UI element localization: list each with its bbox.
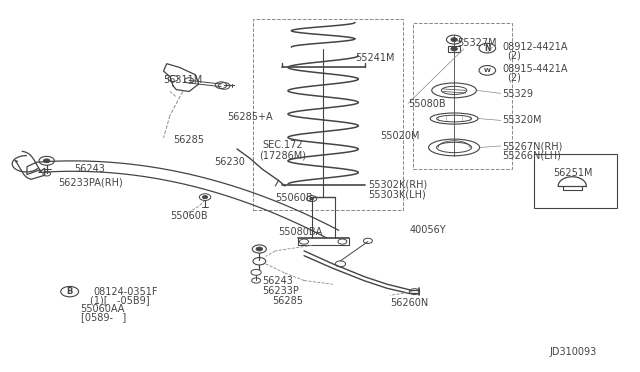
- Text: 55266N(LH): 55266N(LH): [502, 150, 561, 160]
- Text: 55267N(RH): 55267N(RH): [502, 141, 563, 151]
- Text: 56233P: 56233P: [262, 286, 300, 295]
- Bar: [253, 19, 403, 210]
- Text: SEC.172: SEC.172: [262, 140, 303, 150]
- Text: 56230: 56230: [214, 157, 246, 167]
- Text: (17286M): (17286M): [259, 150, 307, 160]
- Bar: [413, 23, 511, 169]
- Text: JD310093: JD310093: [550, 347, 597, 357]
- Text: 08124-0351F: 08124-0351F: [93, 286, 158, 296]
- Text: (1)[   -05B9]: (1)[ -05B9]: [90, 295, 150, 305]
- Text: (2): (2): [507, 72, 521, 82]
- Text: N: N: [484, 44, 491, 52]
- Circle shape: [44, 159, 50, 163]
- Text: 56260N: 56260N: [390, 298, 429, 308]
- Bar: [534, 154, 617, 208]
- Text: 55320M: 55320M: [502, 115, 541, 125]
- Text: 55080BA: 55080BA: [278, 227, 323, 237]
- Text: 55060B: 55060B: [275, 193, 313, 203]
- Text: 55080B: 55080B: [408, 99, 445, 109]
- Text: 55060B: 55060B: [170, 211, 207, 221]
- Circle shape: [451, 47, 458, 51]
- Circle shape: [451, 38, 458, 41]
- Text: (2): (2): [507, 50, 521, 60]
- Text: 40056Y: 40056Y: [410, 225, 446, 235]
- Text: 55020M: 55020M: [381, 131, 420, 141]
- Text: 55327M: 55327M: [458, 38, 497, 48]
- Text: [0589-   ]: [0589- ]: [81, 312, 126, 323]
- Text: 08915-4421A: 08915-4421A: [502, 64, 568, 74]
- Text: 56233PA(RH): 56233PA(RH): [58, 177, 123, 187]
- Text: 55303K(LH): 55303K(LH): [368, 189, 426, 199]
- Circle shape: [310, 198, 314, 200]
- Text: 56311M: 56311M: [164, 76, 203, 86]
- Text: 56285: 56285: [173, 135, 204, 145]
- Text: 56285+A: 56285+A: [227, 112, 273, 122]
- Text: W: W: [484, 68, 491, 73]
- Text: 56285: 56285: [272, 296, 303, 306]
- Bar: [448, 46, 461, 52]
- Text: 08912-4421A: 08912-4421A: [502, 42, 568, 52]
- Text: 56243: 56243: [262, 276, 293, 285]
- Text: B: B: [67, 287, 73, 296]
- Text: 56243: 56243: [74, 164, 105, 174]
- Text: 56251M: 56251M: [553, 168, 593, 178]
- Text: 55329: 55329: [502, 89, 533, 99]
- Text: 55241M: 55241M: [355, 53, 395, 63]
- Circle shape: [256, 247, 262, 251]
- Text: 55060AA: 55060AA: [81, 304, 125, 314]
- Text: 55302K(RH): 55302K(RH): [368, 179, 427, 189]
- Circle shape: [202, 196, 207, 199]
